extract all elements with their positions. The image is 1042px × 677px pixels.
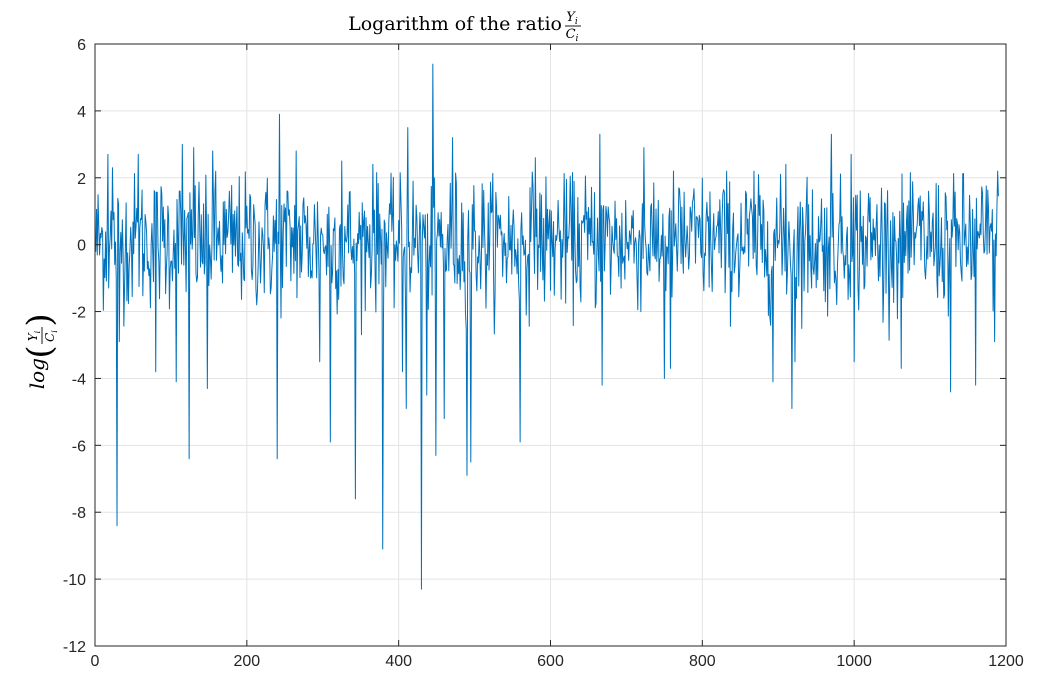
y-axis-label: log ( Yi Ci ) [20, 313, 60, 389]
series-line [95, 63, 999, 590]
title-fraction-numerator-sub: i [575, 17, 578, 27]
svg-text:Yi: Yi [566, 10, 578, 27]
x-tick-label: 1200 [988, 653, 1024, 670]
title-fraction: Yi Ci [565, 10, 581, 44]
y-tick-label: 6 [77, 37, 86, 54]
y-tick-labels: -12 -10 -8 -6 -4 -2 0 2 4 6 [63, 37, 86, 656]
y-axis-label-denominator: C [43, 333, 57, 342]
y-tick-label: -2 [72, 305, 86, 322]
x-tick-label: 1000 [836, 653, 872, 670]
y-tick-label: -8 [72, 505, 86, 522]
svg-text:Ci: Ci [43, 330, 59, 342]
x-tick-label: 600 [537, 653, 564, 670]
y-tick-label: -6 [72, 438, 86, 455]
title-fraction-denominator: C [566, 27, 576, 42]
y-axis-label-numerator-sub: i [33, 330, 42, 333]
x-tick-label: 800 [689, 653, 716, 670]
y-tick-label: 2 [77, 171, 86, 188]
y-tick-label: 4 [77, 104, 86, 121]
tick-layer [94, 43, 1007, 647]
chart-title-text: Logarithm of the ratio [348, 13, 562, 35]
title-fraction-denominator-sub: i [576, 34, 579, 44]
y-axis-label-numerator: Y [26, 332, 40, 341]
x-tick-labels: 0 200 400 600 800 1000 1200 [91, 653, 1024, 670]
svg-text:Ci: Ci [566, 27, 579, 44]
y-axis-label-denominator-sub: i [50, 330, 59, 333]
y-tick-label: -12 [63, 639, 86, 656]
x-tick-label: 200 [233, 653, 260, 670]
svg-text:Yi: Yi [26, 330, 42, 341]
x-tick-label: 400 [385, 653, 412, 670]
y-axis-label-left-paren: ( [20, 345, 60, 358]
series-layer [95, 63, 999, 590]
y-tick-label: 0 [77, 238, 86, 255]
x-tick-label: 0 [91, 653, 100, 670]
y-axis-label-right-paren: ) [20, 313, 60, 326]
y-axis-label-prefix: log [25, 358, 49, 389]
chart-title: Logarithm of the ratio Yi Ci [348, 10, 581, 44]
title-fraction-numerator: Y [566, 10, 576, 25]
y-tick-label: -4 [72, 371, 86, 388]
y-tick-label: -10 [63, 572, 86, 589]
